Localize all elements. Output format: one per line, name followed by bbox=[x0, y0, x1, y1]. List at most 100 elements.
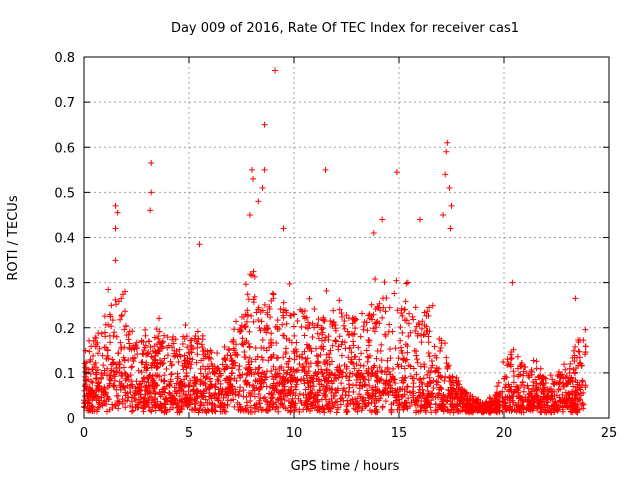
data-point bbox=[420, 390, 427, 397]
data-point bbox=[474, 406, 481, 413]
data-point bbox=[142, 342, 149, 349]
data-point bbox=[264, 368, 271, 375]
y-tick-label: 0.1 bbox=[54, 367, 75, 382]
data-point bbox=[168, 361, 175, 368]
data-point bbox=[520, 372, 527, 379]
data-point bbox=[118, 311, 125, 318]
data-point bbox=[115, 405, 122, 412]
data-point bbox=[443, 148, 450, 155]
data-point bbox=[161, 372, 168, 379]
data-point bbox=[199, 343, 206, 350]
data-point bbox=[541, 402, 548, 409]
data-point bbox=[432, 352, 439, 359]
data-point bbox=[254, 370, 261, 377]
data-point bbox=[221, 391, 228, 398]
data-point bbox=[382, 398, 389, 405]
data-point bbox=[261, 394, 268, 401]
data-point bbox=[292, 346, 299, 353]
data-point bbox=[372, 306, 379, 313]
data-point bbox=[228, 370, 235, 377]
data-point bbox=[204, 370, 211, 377]
data-point bbox=[152, 390, 159, 397]
data-point bbox=[582, 384, 589, 391]
data-point bbox=[281, 397, 288, 404]
data-point bbox=[194, 351, 201, 358]
data-point bbox=[496, 391, 503, 398]
data-point bbox=[500, 358, 507, 365]
data-point bbox=[141, 347, 148, 354]
data-point bbox=[151, 399, 158, 406]
data-point bbox=[368, 365, 375, 372]
data-point bbox=[371, 362, 378, 369]
data-point bbox=[125, 376, 132, 383]
data-point bbox=[504, 362, 511, 369]
data-point bbox=[295, 395, 302, 402]
data-point bbox=[101, 313, 108, 320]
data-point bbox=[207, 378, 214, 385]
data-point bbox=[302, 355, 309, 362]
data-point bbox=[405, 395, 412, 402]
data-point bbox=[290, 399, 297, 406]
data-point bbox=[258, 318, 265, 325]
data-point bbox=[236, 363, 243, 370]
data-point bbox=[396, 385, 403, 392]
data-point bbox=[134, 351, 141, 358]
data-point bbox=[494, 403, 501, 410]
data-point bbox=[302, 386, 309, 393]
data-point bbox=[228, 397, 235, 404]
data-point bbox=[129, 363, 136, 370]
data-point bbox=[312, 368, 319, 375]
data-point bbox=[280, 404, 287, 411]
data-point bbox=[533, 358, 540, 365]
data-point bbox=[381, 279, 388, 286]
x-tick-label: 10 bbox=[286, 426, 303, 441]
y-tick-label: 0.5 bbox=[54, 186, 75, 201]
data-point bbox=[265, 407, 272, 414]
data-point bbox=[161, 355, 168, 362]
data-point bbox=[315, 316, 322, 323]
data-point bbox=[158, 359, 165, 366]
data-point bbox=[339, 387, 346, 394]
data-point bbox=[280, 225, 287, 232]
data-point bbox=[93, 334, 100, 341]
data-point bbox=[248, 371, 255, 378]
data-point bbox=[581, 351, 588, 358]
data-point bbox=[579, 378, 586, 385]
data-point bbox=[231, 403, 238, 410]
data-point bbox=[161, 400, 168, 407]
data-point bbox=[327, 408, 334, 415]
data-point bbox=[576, 354, 583, 361]
data-point bbox=[121, 326, 128, 333]
data-point bbox=[402, 358, 409, 365]
data-point bbox=[397, 324, 404, 331]
data-point bbox=[162, 401, 169, 408]
data-point bbox=[256, 364, 263, 371]
data-point bbox=[208, 349, 215, 356]
data-point bbox=[142, 332, 149, 339]
data-point bbox=[183, 370, 190, 377]
data-point bbox=[276, 381, 283, 388]
data-point bbox=[146, 389, 153, 396]
data-point bbox=[126, 340, 133, 347]
data-point bbox=[398, 394, 405, 401]
data-point bbox=[286, 280, 293, 287]
data-point bbox=[365, 392, 372, 399]
data-point bbox=[380, 304, 387, 311]
data-point bbox=[314, 358, 321, 365]
data-point bbox=[454, 380, 461, 387]
data-point bbox=[242, 407, 249, 414]
data-point bbox=[524, 382, 531, 389]
data-point bbox=[145, 349, 152, 356]
data-point bbox=[287, 374, 294, 381]
data-point bbox=[401, 355, 408, 362]
data-point bbox=[148, 160, 155, 167]
data-point bbox=[304, 379, 311, 386]
data-point bbox=[366, 337, 373, 344]
data-point bbox=[360, 374, 367, 381]
data-point bbox=[561, 361, 568, 368]
data-point bbox=[369, 384, 376, 391]
data-point bbox=[337, 367, 344, 374]
data-point bbox=[339, 338, 346, 345]
data-point bbox=[127, 389, 134, 396]
data-point bbox=[559, 391, 566, 398]
